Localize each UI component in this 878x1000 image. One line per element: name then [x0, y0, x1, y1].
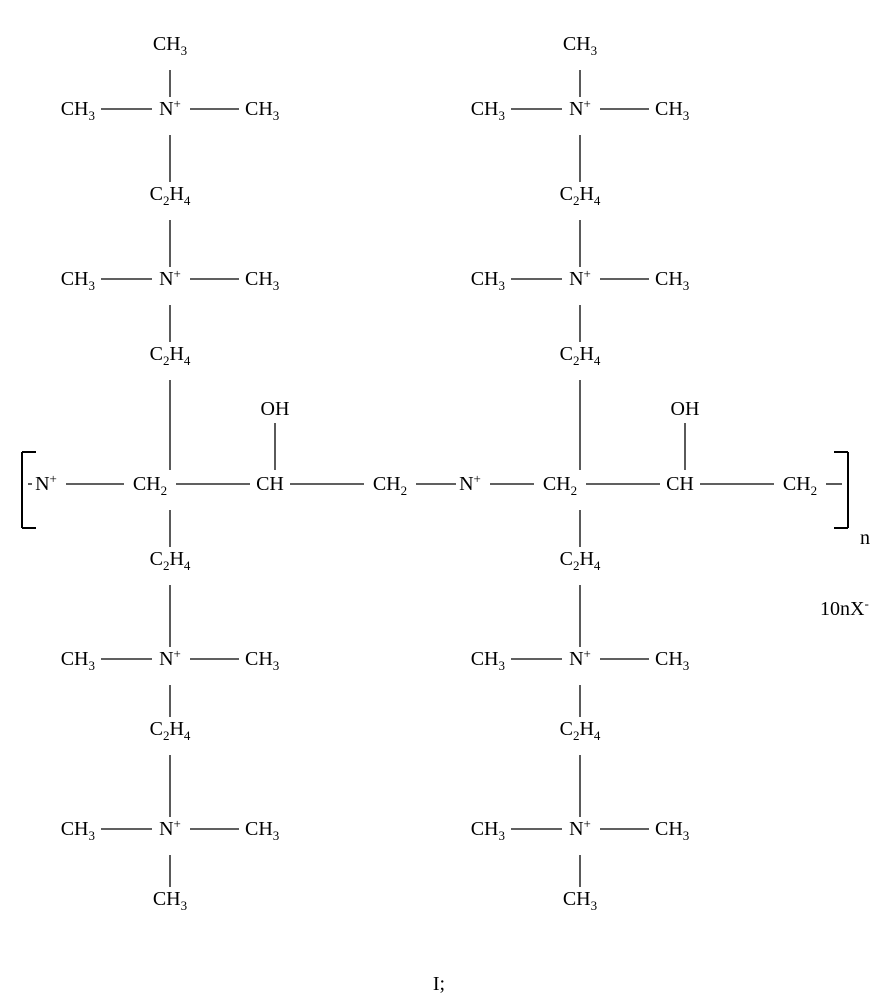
- svg-text:N+: N+: [569, 266, 591, 290]
- svg-text:OH: OH: [671, 398, 700, 420]
- svg-text:C2H4: C2H4: [150, 183, 191, 208]
- svg-text:CH3: CH3: [61, 98, 95, 123]
- svg-text:CH3: CH3: [655, 268, 689, 293]
- svg-text:CH2: CH2: [373, 473, 407, 498]
- svg-text:C2H4: C2H4: [150, 718, 191, 743]
- svg-text:OH: OH: [261, 398, 290, 420]
- svg-text:C2H4: C2H4: [560, 548, 601, 573]
- svg-text:CH2: CH2: [543, 473, 577, 498]
- svg-text:CH3: CH3: [153, 888, 187, 913]
- svg-text:CH3: CH3: [655, 648, 689, 673]
- svg-text:N+: N+: [459, 471, 481, 495]
- svg-text:N+: N+: [569, 816, 591, 840]
- svg-text:C2H4: C2H4: [560, 183, 601, 208]
- svg-text:I;: I;: [433, 973, 445, 995]
- svg-text:C2H4: C2H4: [150, 548, 191, 573]
- svg-text:N+: N+: [35, 471, 57, 495]
- svg-text:CH3: CH3: [61, 648, 95, 673]
- svg-text:CH3: CH3: [471, 98, 505, 123]
- svg-text:CH3: CH3: [153, 33, 187, 58]
- svg-text:CH3: CH3: [655, 98, 689, 123]
- svg-text:C2H4: C2H4: [560, 718, 601, 743]
- svg-text:CH3: CH3: [471, 648, 505, 673]
- svg-text:CH3: CH3: [471, 818, 505, 843]
- svg-text:CH2: CH2: [133, 473, 167, 498]
- svg-text:CH2: CH2: [783, 473, 817, 498]
- svg-text:CH3: CH3: [61, 818, 95, 843]
- svg-text:N+: N+: [159, 816, 181, 840]
- svg-text:N+: N+: [569, 96, 591, 120]
- svg-text:10nX-: 10nX-: [820, 596, 869, 620]
- svg-text:CH3: CH3: [245, 98, 279, 123]
- svg-text:CH3: CH3: [245, 818, 279, 843]
- svg-text:N+: N+: [159, 266, 181, 290]
- svg-text:C2H4: C2H4: [560, 343, 601, 368]
- svg-text:CH3: CH3: [655, 818, 689, 843]
- svg-text:C2H4: C2H4: [150, 343, 191, 368]
- svg-text:N+: N+: [569, 646, 591, 670]
- svg-text:CH3: CH3: [563, 33, 597, 58]
- svg-text:N+: N+: [159, 96, 181, 120]
- svg-text:n: n: [860, 527, 870, 549]
- svg-text:CH3: CH3: [61, 268, 95, 293]
- svg-text:CH3: CH3: [471, 268, 505, 293]
- svg-text:CH3: CH3: [245, 268, 279, 293]
- svg-text:CH3: CH3: [563, 888, 597, 913]
- svg-text:N+: N+: [159, 646, 181, 670]
- svg-text:CH: CH: [256, 473, 284, 495]
- svg-text:CH3: CH3: [245, 648, 279, 673]
- svg-text:CH: CH: [666, 473, 694, 495]
